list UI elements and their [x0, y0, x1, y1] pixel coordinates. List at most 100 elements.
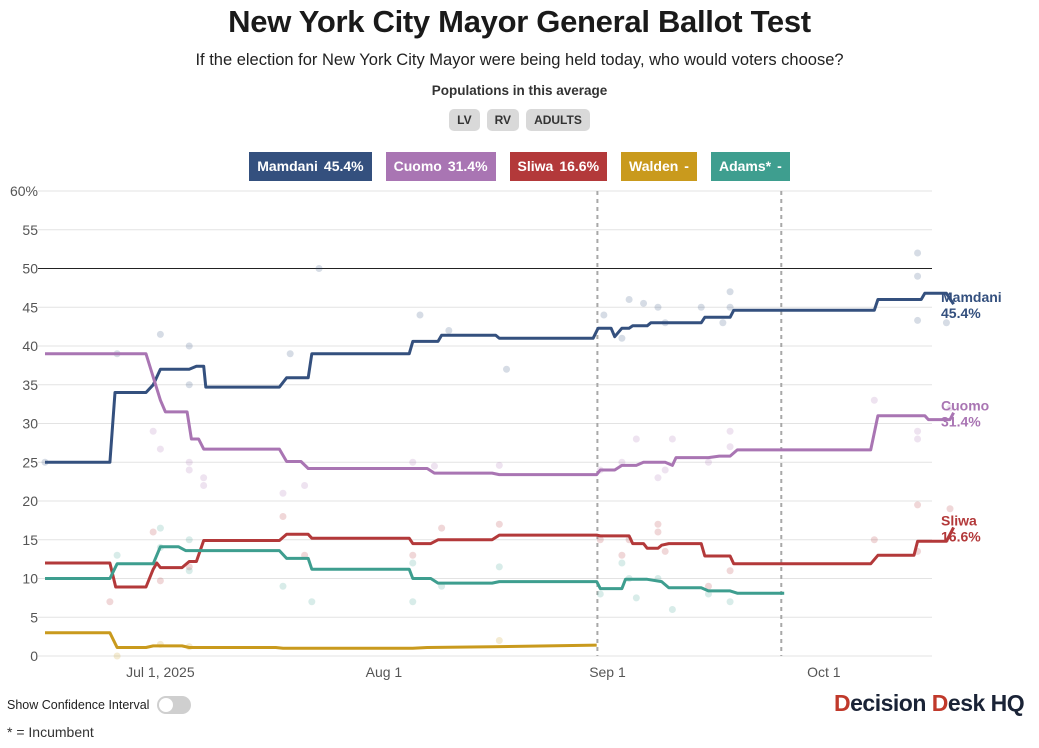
y-tick-label: 0: [30, 648, 38, 664]
poll-dot: [113, 551, 121, 559]
poll-dot: [185, 458, 193, 466]
poll-dot: [618, 559, 626, 567]
end-label-sliwa: Sliwa: [941, 512, 977, 528]
poll-dot: [618, 551, 626, 559]
poll-dot: [914, 501, 922, 509]
poll-dot: [315, 265, 323, 272]
chart-subtitle: If the election for New York City Mayor …: [195, 51, 844, 69]
decision-desk-logo[interactable]: Decision Desk HQ: [834, 690, 1025, 717]
series-line-mamdani: [45, 291, 955, 464]
poll-dot: [156, 524, 164, 532]
population-adults-button[interactable]: ADULTS: [526, 109, 590, 131]
legend-cuomo[interactable]: Cuomo 31.4%: [385, 152, 496, 181]
y-tick-label: 5: [30, 609, 38, 625]
poll-dot: [149, 528, 157, 536]
logo-d2: D: [931, 690, 949, 716]
legend-adams-value: -: [777, 158, 782, 174]
poll-dot: [279, 582, 287, 590]
confidence-interval-label: Show Confidence Interval: [7, 698, 150, 712]
poll-dot: [495, 520, 503, 528]
populations-label: Populations in this average: [431, 83, 608, 98]
end-value-sliwa: 16.6%: [941, 528, 981, 544]
poll-dot: [946, 404, 954, 412]
poll-dot: [726, 443, 734, 451]
population-rv-button[interactable]: RV: [486, 109, 520, 131]
poll-dot: [726, 567, 734, 575]
population-lv-button[interactable]: LV: [449, 109, 480, 131]
line-chart[interactable]: 0 5 10 15 20 25 30 35 40 45 50 55 60% Jul 1, 2025 Aug …: [0, 178, 1039, 688]
poll-dot: [726, 303, 734, 311]
end-value-cuomo: 31.4%: [941, 414, 981, 430]
y-tick-label: 55: [22, 222, 38, 238]
poll-dot: [416, 311, 424, 319]
poll-dot: [286, 350, 294, 358]
poll-dot: [430, 462, 438, 470]
poll-dot: [704, 582, 712, 590]
x-tick-label: Aug 1: [366, 664, 403, 680]
poll-dot: [185, 563, 193, 571]
poll-dot: [914, 427, 922, 435]
poll-dot: [640, 299, 648, 307]
poll-dot: [156, 577, 164, 585]
legend-adams[interactable]: Adams* -: [710, 152, 790, 181]
poll-dot: [625, 296, 633, 303]
poll-dot: [697, 303, 705, 311]
legend-walden-value: -: [684, 158, 689, 174]
poll-dot: [632, 594, 640, 602]
poll-dot: [200, 482, 208, 489]
y-tick-label: 60%: [10, 183, 38, 199]
y-tick-label: 40: [22, 338, 38, 354]
poll-dot: [946, 505, 954, 513]
logo-text-2: esk HQ: [947, 690, 1025, 716]
series-line-adams: [45, 545, 785, 595]
poll-dot: [654, 520, 662, 528]
poll-dot: [495, 637, 503, 644]
legend-mamdani-name: Mamdani: [257, 158, 318, 174]
chart-title: New York City Mayor General Ballot Test: [228, 4, 811, 39]
legend-sliwa[interactable]: Sliwa 16.6%: [509, 152, 608, 181]
poll-dot: [156, 330, 164, 338]
legend-cuomo-name: Cuomo: [393, 158, 442, 174]
y-tick-label: 20: [22, 493, 38, 509]
confidence-interval-toggle[interactable]: [157, 696, 192, 714]
poll-dot: [409, 559, 417, 567]
poll-dot: [149, 427, 157, 435]
legend-mamdani-value: 45.4%: [323, 158, 364, 174]
legend-walden[interactable]: Walden -: [621, 152, 697, 181]
legend-mamdani[interactable]: Mamdani 45.4%: [249, 152, 372, 181]
logo-d1: D: [834, 690, 851, 716]
legend-sliwa-value: 16.6%: [559, 158, 600, 174]
poll-dot: [600, 311, 608, 319]
population-filters: LV RV ADULTS: [0, 109, 1039, 131]
poll-dot: [914, 249, 922, 257]
y-tick-label: 50: [22, 261, 38, 277]
poll-dot: [632, 435, 640, 443]
poll-dot: [503, 365, 511, 373]
incumbent-footnote: * = Incumbent: [7, 724, 94, 740]
end-value-mamdani: 45.4%: [941, 305, 981, 321]
poll-dot: [185, 536, 193, 544]
poll-dot: [870, 396, 878, 404]
poll-dot: [409, 598, 417, 606]
x-tick-label: Jul 1, 2025: [126, 664, 195, 680]
poll-dot: [668, 606, 676, 613]
poll-dot: [704, 458, 712, 466]
poll-dot: [185, 466, 193, 474]
poll-dot: [914, 316, 922, 324]
end-label-cuomo: Cuomo: [941, 398, 989, 414]
poll-dot: [438, 524, 446, 532]
confidence-interval-control: Show Confidence Interval: [7, 696, 192, 714]
y-tick-label: 15: [22, 532, 38, 548]
poll-dot: [495, 461, 503, 469]
poll-dot: [726, 288, 734, 296]
series-line-sliwa: [45, 526, 955, 589]
poll-dot: [308, 598, 316, 606]
poll-dot: [301, 482, 309, 489]
poll-dot: [596, 536, 604, 544]
poll-dot: [409, 458, 417, 466]
logo-text-1: ecision: [850, 690, 932, 716]
poll-dot: [726, 427, 734, 435]
poll-dot: [654, 303, 662, 311]
x-tick-label: Sep 1: [589, 664, 626, 680]
legend-cuomo-value: 31.4%: [447, 158, 488, 174]
